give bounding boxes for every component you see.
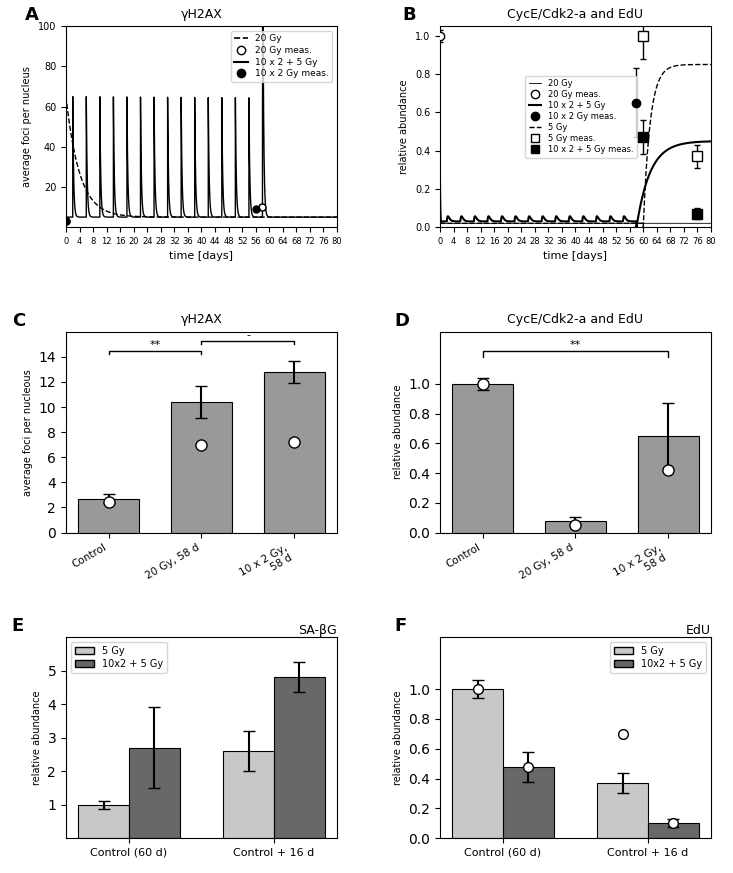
Bar [452, 384, 513, 533]
Y-axis label: average foci per nucleous: average foci per nucleous [23, 368, 33, 496]
Bar [78, 498, 139, 533]
Bar [597, 783, 648, 838]
Bar [78, 805, 129, 838]
Y-axis label: average foci per nucleus: average foci per nucleus [22, 66, 32, 187]
Text: C: C [12, 312, 25, 330]
Y-axis label: relative abundance: relative abundance [399, 79, 409, 174]
Title: γH2AX: γH2AX [180, 313, 222, 327]
Text: EdU: EdU [686, 624, 711, 637]
Title: CycE/Cdk2-a and EdU: CycE/Cdk2-a and EdU [507, 8, 644, 21]
Text: SA-βG: SA-βG [298, 624, 337, 637]
X-axis label: time [days]: time [days] [169, 251, 234, 261]
Bar [648, 823, 699, 838]
Y-axis label: relative abundance: relative abundance [393, 385, 402, 479]
Text: -: - [246, 331, 250, 340]
Bar [452, 689, 503, 838]
Y-axis label: relative abundance: relative abundance [32, 691, 42, 785]
Y-axis label: relative abundance: relative abundance [393, 691, 402, 785]
Legend: 20 Gy, 20 Gy meas., 10 x 2 + 5 Gy, 10 x 2 Gy meas.: 20 Gy, 20 Gy meas., 10 x 2 + 5 Gy, 10 x … [231, 31, 333, 82]
Legend: 20 Gy, 20 Gy meas., 10 x 2 + 5 Gy, 10 x 2 Gy meas., 5 Gy, 5 Gy meas., 10 x 2 + 5: 20 Gy, 20 Gy meas., 10 x 2 + 5 Gy, 10 x … [526, 76, 637, 158]
Bar [172, 402, 232, 533]
Text: D: D [394, 312, 409, 330]
Text: F: F [394, 617, 406, 635]
Bar [274, 677, 325, 838]
Title: CycE/Cdk2-a and EdU: CycE/Cdk2-a and EdU [507, 313, 644, 327]
Bar [503, 766, 553, 838]
Bar [224, 751, 274, 838]
Title: γH2AX: γH2AX [180, 8, 222, 21]
Legend: 5 Gy, 10x2 + 5 Gy: 5 Gy, 10x2 + 5 Gy [71, 642, 167, 673]
Bar [264, 372, 325, 533]
Text: A: A [26, 6, 39, 24]
Text: E: E [12, 617, 24, 635]
Legend: 5 Gy, 10x2 + 5 Gy: 5 Gy, 10x2 + 5 Gy [610, 642, 706, 673]
Text: B: B [402, 6, 416, 24]
Text: **: ** [570, 340, 581, 349]
X-axis label: time [days]: time [days] [543, 251, 608, 261]
Bar [545, 520, 605, 533]
Bar [129, 747, 180, 838]
Text: **: ** [150, 340, 161, 350]
Bar [638, 436, 699, 533]
